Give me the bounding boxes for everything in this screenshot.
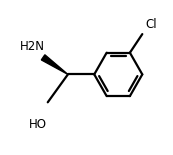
Text: HO: HO: [29, 117, 47, 131]
Text: H2N: H2N: [20, 40, 45, 53]
Polygon shape: [41, 55, 68, 74]
Text: Cl: Cl: [145, 18, 157, 31]
